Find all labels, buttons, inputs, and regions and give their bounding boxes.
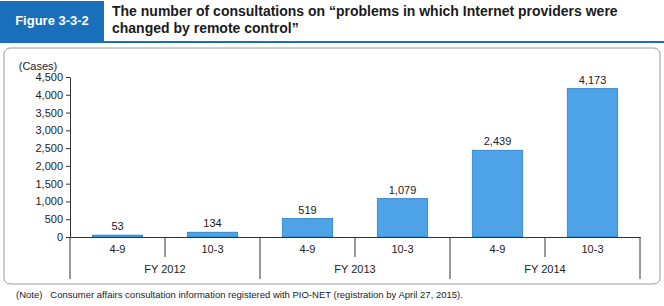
- y-tick-label: 3,000: [35, 124, 63, 136]
- bar: [187, 232, 237, 237]
- chart-title: The number of consultations on “problems…: [112, 3, 657, 37]
- y-tick: 1,000: [35, 195, 70, 207]
- x-tick: 10-3: [581, 237, 603, 255]
- group-label: FY 2012: [144, 263, 185, 275]
- group-label: FY 2013: [334, 263, 375, 275]
- y-tick-mark: [66, 201, 70, 202]
- data-label: 53: [111, 220, 123, 232]
- y-axis-title: (Cases): [19, 60, 58, 72]
- bar: [567, 89, 617, 237]
- panel: [4, 48, 660, 284]
- y-tick: 4,000: [35, 89, 70, 101]
- x-tick: 4-9: [300, 237, 316, 255]
- bar: [92, 235, 142, 237]
- x-tick: 10-3: [391, 237, 413, 255]
- y-tick: 0: [57, 231, 70, 243]
- group-separator: [450, 237, 451, 279]
- x-tick-label: 10-3: [201, 243, 223, 255]
- y-tick-label: 4,500: [35, 71, 63, 83]
- y-tick: 3,000: [35, 124, 70, 136]
- chart: 0 500 1,000 1,500 2,000 2,500 3,000 3,500 4,000 4…: [0, 0, 664, 306]
- x-tick: 10-3: [201, 237, 223, 255]
- y-tick-mark: [66, 113, 70, 114]
- y-tick-label: 500: [45, 213, 63, 225]
- y-tick-label: 1,500: [35, 178, 63, 190]
- y-tick-mark: [66, 77, 70, 78]
- bar: [472, 150, 522, 237]
- x-tick-label: 4-9: [110, 243, 126, 255]
- bars: [92, 89, 617, 237]
- group-separator: [70, 237, 71, 279]
- y-tick-label: 2,000: [35, 160, 63, 172]
- x-tick-label: 10-3: [581, 243, 603, 255]
- y-tick: 3,500: [35, 107, 70, 119]
- y-tick-mark: [66, 237, 70, 238]
- group-label: FY 2014: [524, 263, 565, 275]
- y-axis: 0 500 1,000 1,500 2,000 2,500 3,000 3,500 4,000 4…: [35, 71, 70, 243]
- y-tick: 2,000: [35, 160, 70, 172]
- y-tick-mark: [66, 184, 70, 185]
- y-axis-line: [70, 78, 71, 238]
- note: (Note) Consumer affairs consultation inf…: [16, 289, 463, 300]
- group-separator: [260, 237, 261, 279]
- data-label: 2,439: [484, 135, 512, 147]
- y-tick: 1,500: [35, 178, 70, 190]
- y-tick: 2,500: [35, 142, 70, 154]
- data-label: 4,173: [579, 74, 607, 86]
- data-labels: 53 134 519 1,079 2,439 4,173: [111, 74, 606, 232]
- y-tick-mark: [66, 219, 70, 220]
- y-tick-mark: [66, 130, 70, 131]
- category-separator: [165, 237, 166, 257]
- y-tick-mark: [66, 95, 70, 96]
- data-label: 519: [298, 204, 316, 216]
- y-tick-mark: [66, 166, 70, 167]
- y-tick-label: 3,500: [35, 107, 63, 119]
- y-tick: 4,500: [35, 71, 70, 83]
- x-tick: 4-9: [490, 237, 506, 255]
- bar: [377, 199, 427, 237]
- data-label: 1,079: [389, 184, 417, 196]
- figure-label: Figure 3-3-2: [0, 1, 104, 41]
- data-label: 134: [203, 217, 221, 229]
- x-tick-label: 4-9: [490, 243, 506, 255]
- x-tick-label: 10-3: [391, 243, 413, 255]
- y-tick-mark: [66, 148, 70, 149]
- category-separator: [545, 237, 546, 257]
- header-rule: [0, 41, 664, 43]
- separators: [70, 237, 640, 279]
- x-tick: 4-9: [110, 237, 126, 255]
- y-tick: 500: [45, 213, 70, 225]
- group-separator: [640, 237, 641, 279]
- y-tick-label: 2,500: [35, 142, 63, 154]
- bar: [282, 219, 332, 237]
- y-tick-label: 1,000: [35, 195, 63, 207]
- y-tick-label: 4,000: [35, 89, 63, 101]
- y-tick-label: 0: [57, 231, 63, 243]
- group-labels: FY 2012 FY 2013 FY 2014: [144, 263, 565, 275]
- x-tick-label: 4-9: [300, 243, 316, 255]
- category-separator: [355, 237, 356, 257]
